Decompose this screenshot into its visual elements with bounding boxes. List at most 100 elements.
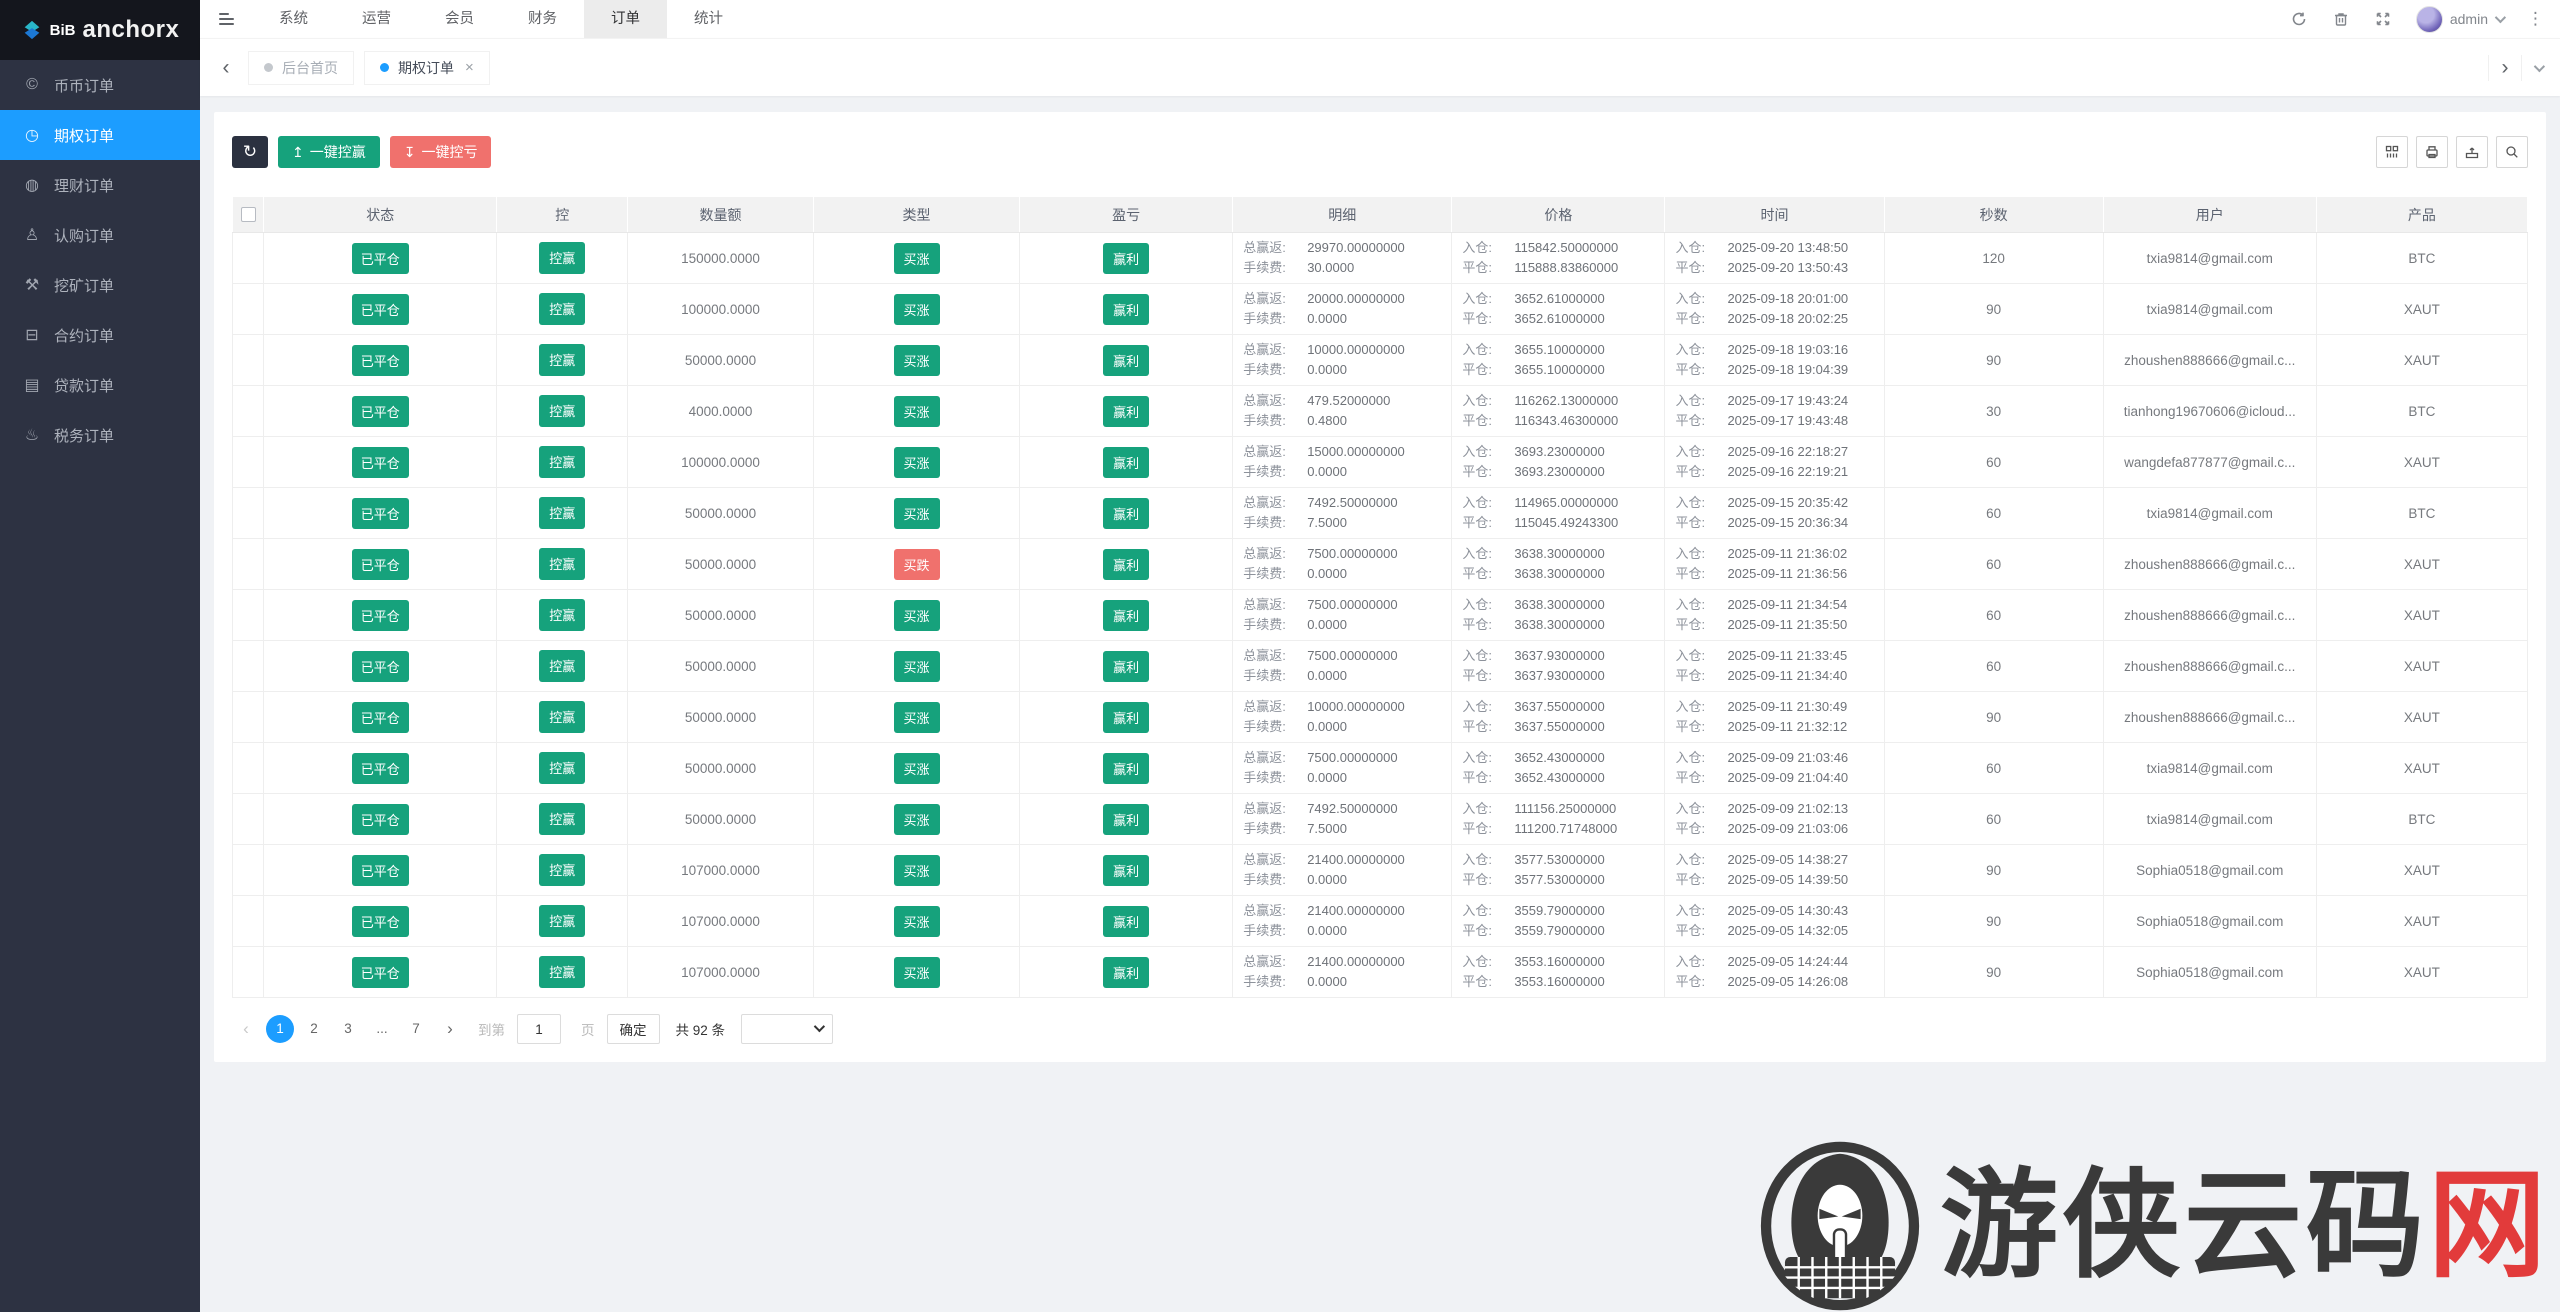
seconds-cell: 90 [1883, 946, 2104, 998]
goto-confirm-button[interactable]: 确定 [606, 1014, 660, 1044]
column-header: 控 [496, 196, 629, 233]
control-win-button[interactable]: 控赢 [539, 395, 586, 427]
price-cell: 入仓: 3553.16000000 平仓: 3553.16000000 [1451, 946, 1666, 998]
page-number-3[interactable]: 3 [344, 1021, 352, 1036]
table-row[interactable]: 已平仓 控赢 150000.0000 买涨 赢利 总赢返: 29970.00000… [231, 232, 2529, 284]
price-cell: 入仓: 3693.23000000 平仓: 3693.23000000 [1451, 436, 1666, 488]
tab[interactable]: 后台首页 [248, 50, 354, 85]
sidebar-item-finance-orders[interactable]: ◍ 理财订单 [0, 160, 200, 210]
columns-toggle-button[interactable] [2376, 136, 2408, 168]
row-select-cell [231, 946, 265, 998]
control-win-button[interactable]: 控赢 [539, 446, 586, 478]
table-row[interactable]: 已平仓 控赢 50000.0000 买涨 赢利 总赢返: 7500.0000000… [231, 742, 2529, 794]
topnav-item[interactable]: 系统 [279, 11, 308, 27]
sidebar-item-tax-orders[interactable]: ♨ 税务订单 [0, 410, 200, 460]
seconds-cell: 90 [1883, 334, 2104, 386]
control-win-button[interactable]: 控赢 [539, 854, 586, 886]
force-win-all-button[interactable]: ↥ 一键控赢 [278, 136, 380, 168]
tabs-scroll-left-icon[interactable]: ‹ [222, 55, 230, 79]
control-win-button[interactable]: 控赢 [539, 803, 586, 835]
table-row[interactable]: 已平仓 控赢 50000.0000 买涨 赢利 总赢返: 7492.5000000… [231, 487, 2529, 539]
row-select-cell [231, 487, 265, 539]
close-icon[interactable]: × [465, 59, 474, 76]
table-row[interactable]: 已平仓 控赢 100000.0000 买涨 赢利 总赢返: 15000.00000… [231, 436, 2529, 488]
table-row[interactable]: 已平仓 控赢 4000.0000 买涨 赢利 总赢返: 479.52000000 … [231, 385, 2529, 437]
topnav-item[interactable]: 订单 [584, 0, 667, 38]
control-win-button[interactable]: 控赢 [539, 344, 586, 376]
table-row[interactable]: 已平仓 控赢 50000.0000 买涨 赢利 总赢返: 7492.5000000… [231, 793, 2529, 845]
control-win-button[interactable]: 控赢 [539, 752, 586, 784]
table-row[interactable]: 已平仓 控赢 107000.0000 买涨 赢利 总赢返: 21400.00000… [231, 895, 2529, 947]
table-row[interactable]: 已平仓 控赢 107000.0000 买涨 赢利 总赢返: 21400.00000… [231, 844, 2529, 896]
tabs-menu-icon[interactable] [2522, 51, 2554, 85]
user-menu[interactable]: admin [2415, 5, 2507, 33]
control-win-button[interactable]: 控赢 [539, 548, 586, 580]
page-number-7[interactable]: 7 [412, 1021, 420, 1036]
tab-label: 期权订单 [398, 59, 454, 76]
table-row[interactable]: 已平仓 控赢 100000.0000 买涨 赢利 总赢返: 20000.00000… [231, 283, 2529, 335]
page-number-2[interactable]: 2 [310, 1021, 318, 1036]
next-page-button[interactable]: › [447, 1019, 453, 1038]
user-cell: zhoushen888666@gmail.c... [2102, 691, 2317, 743]
topnav-item[interactable]: 会员 [445, 11, 474, 27]
tabs-scroll-right-icon[interactable]: › [2501, 55, 2509, 79]
amount-cell: 50000.0000 [627, 334, 815, 386]
table-header-row: 状态控数量额 类型 盈亏 明细 价格 时间 秒数 用户 产品 [231, 196, 2529, 233]
seconds-cell: 60 [1883, 742, 2104, 794]
control-win-button[interactable]: 控赢 [539, 905, 586, 937]
table-row[interactable]: 已平仓 控赢 50000.0000 买跌 赢利 总赢返: 7500.0000000… [231, 538, 2529, 590]
main-column: 系统 运营 会员 财务 订单 统计 [200, 0, 2560, 1312]
topnav-item[interactable]: 统计 [694, 11, 723, 27]
refresh-icon[interactable] [2290, 10, 2308, 28]
time-cell: 入仓: 2025-09-09 21:03:46 平仓: 2025-09-09 21:… [1664, 742, 1885, 794]
amount-cell: 150000.0000 [627, 232, 815, 284]
page-size-select[interactable] [741, 1014, 834, 1044]
type-badge: 买涨 [893, 701, 940, 733]
profit-badge: 赢利 [1103, 293, 1150, 325]
control-win-button[interactable]: 控赢 [539, 293, 586, 325]
table-row[interactable]: 已平仓 控赢 107000.0000 买涨 赢利 总赢返: 21400.00000… [231, 946, 2529, 998]
export-button[interactable] [2456, 136, 2488, 168]
fullscreen-icon[interactable] [2374, 10, 2392, 28]
table-row[interactable]: 已平仓 控赢 50000.0000 买涨 赢利 总赢返: 10000.000000… [231, 691, 2529, 743]
print-button[interactable] [2416, 136, 2448, 168]
sidebar-item-mining-orders[interactable]: ⚒ 挖矿订单 [0, 260, 200, 310]
collapse-menu-icon[interactable] [200, 0, 252, 38]
search-icon[interactable] [2496, 136, 2528, 168]
time-cell: 入仓: 2025-09-18 19:03:16 平仓: 2025-09-18 19:… [1664, 334, 1885, 386]
sidebar-item-loan-orders[interactable]: ▤ 贷款订单 [0, 360, 200, 410]
prev-page-button[interactable]: ‹ [243, 1019, 249, 1038]
price-cell: 入仓: 3655.10000000 平仓: 3655.10000000 [1451, 334, 1666, 386]
more-menu-icon[interactable]: ⋮ [2527, 9, 2544, 28]
control-win-button[interactable]: 控赢 [539, 701, 586, 733]
sidebar-item-option-orders[interactable]: ◷ 期权订单 [0, 110, 200, 160]
detail-cell: 总赢返: 479.52000000 手续费: 0.4800 [1232, 385, 1453, 437]
table-row[interactable]: 已平仓 控赢 50000.0000 买涨 赢利 总赢返: 7500.0000000… [231, 589, 2529, 641]
tab[interactable]: 期权订单 × [364, 50, 490, 85]
force-lose-all-button[interactable]: ↧ 一键控亏 [389, 136, 492, 168]
status-badge: 已平仓 [351, 446, 409, 478]
goto-page-input[interactable] [517, 1014, 561, 1044]
topnav-item[interactable]: 运营 [362, 11, 391, 27]
control-win-button[interactable]: 控赢 [539, 242, 586, 274]
amount-cell: 50000.0000 [627, 691, 815, 743]
control-win-button[interactable]: 控赢 [539, 599, 586, 631]
table-row[interactable]: 已平仓 控赢 50000.0000 买涨 赢利 总赢返: 10000.000000… [231, 334, 2529, 386]
sidebar-item-contract-orders[interactable]: ⊟ 合约订单 [0, 310, 200, 360]
brand-name: anchorx [82, 16, 180, 43]
control-win-button[interactable]: 控赢 [539, 650, 586, 682]
table-row[interactable]: 已平仓 控赢 50000.0000 买涨 赢利 总赢返: 7500.0000000… [231, 640, 2529, 692]
time-cell: 入仓: 2025-09-11 21:30:49 平仓: 2025-09-11 21:… [1664, 691, 1885, 743]
control-win-button[interactable]: 控赢 [539, 956, 586, 988]
control-win-button[interactable]: 控赢 [539, 497, 586, 529]
page-number-1[interactable]: 1 [266, 1015, 294, 1043]
select-all-checkbox[interactable] [240, 207, 256, 222]
product-cell: BTC [2315, 487, 2529, 539]
trash-icon[interactable] [2332, 10, 2350, 28]
refresh-table-button[interactable]: ↻ [232, 136, 268, 168]
sidebar-item-coin-orders[interactable]: © 币币订单 [0, 60, 200, 110]
topnav-item[interactable]: 财务 [528, 11, 557, 27]
sidebar-item-subscribe-orders[interactable]: ♙ 认购订单 [0, 210, 200, 260]
clock-icon: ◷ [25, 127, 39, 144]
seconds-cell: 120 [1883, 232, 2104, 284]
